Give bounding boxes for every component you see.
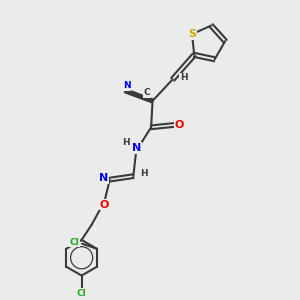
Text: N: N bbox=[99, 173, 108, 183]
Text: N: N bbox=[123, 81, 130, 90]
Text: O: O bbox=[175, 120, 184, 130]
Text: H: H bbox=[180, 74, 188, 82]
Text: S: S bbox=[188, 29, 196, 39]
Text: Cl: Cl bbox=[77, 289, 86, 298]
Text: H: H bbox=[122, 138, 130, 147]
Text: Cl: Cl bbox=[69, 238, 79, 247]
Text: H: H bbox=[140, 169, 148, 178]
Text: O: O bbox=[100, 200, 109, 210]
Text: C: C bbox=[143, 88, 150, 97]
Text: N: N bbox=[132, 143, 141, 153]
